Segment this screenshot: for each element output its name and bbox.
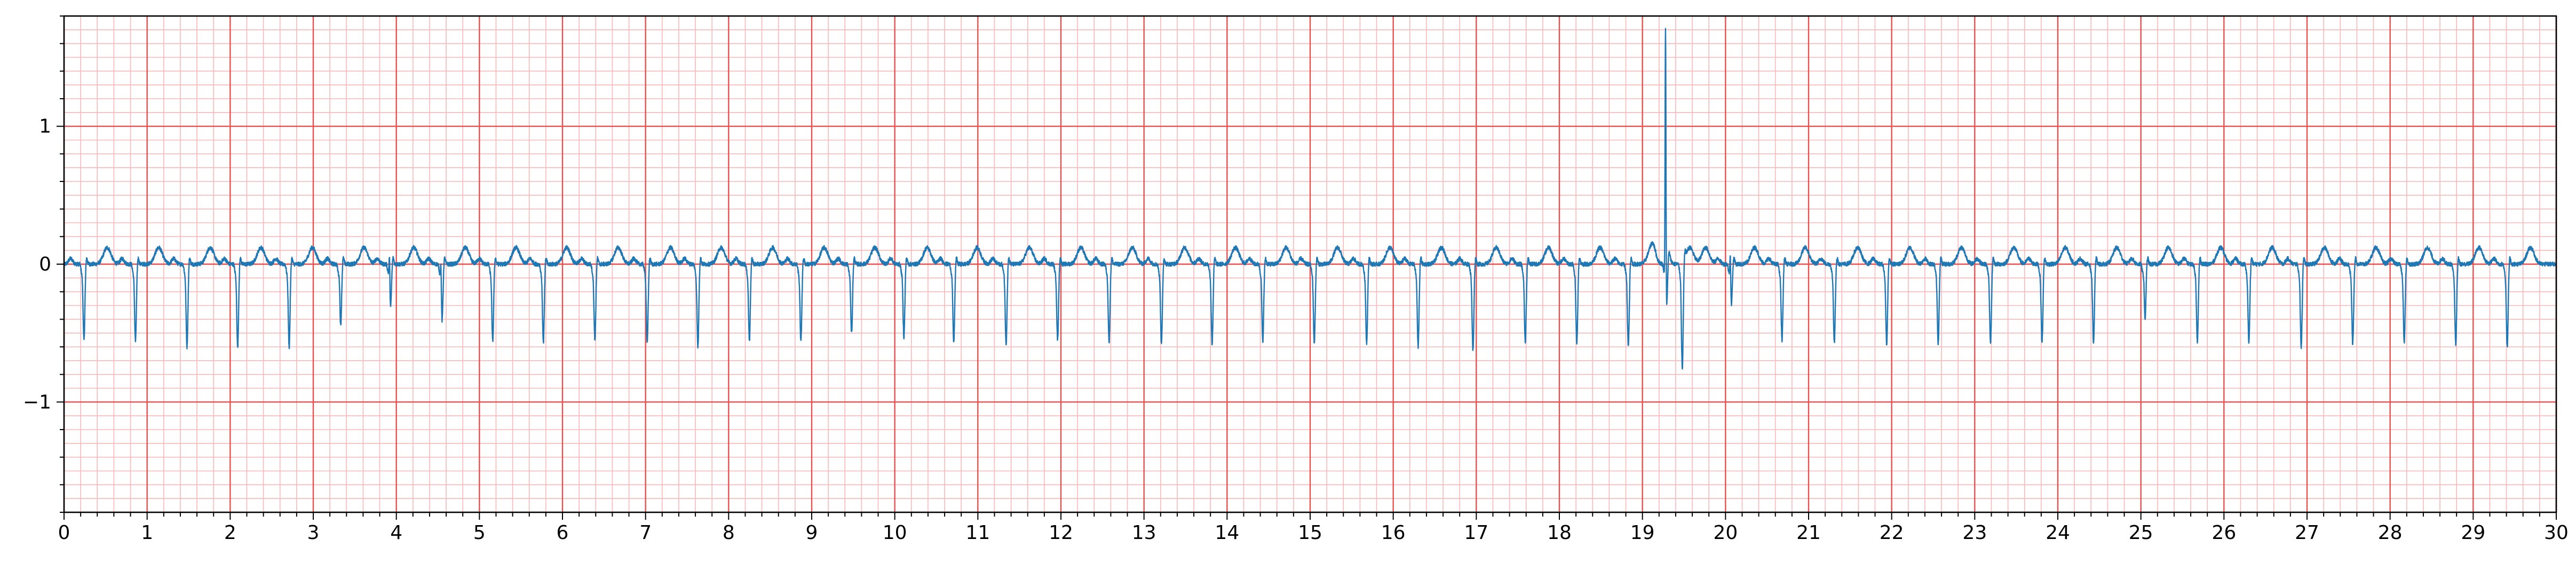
x-tick-label: 15 — [1298, 522, 1322, 544]
x-axis-ticks: 0 1 2 3 4 5 6 7 8 9 10 11 12 13 14 15 16 17 18 19 20 21 22 23 24… — [58, 512, 2569, 544]
x-tick-label: 7 — [639, 522, 652, 544]
x-tick-label: 3 — [307, 522, 320, 544]
y-tick-label: 1 — [39, 116, 51, 138]
x-tick-label: 14 — [1215, 522, 1239, 544]
x-tick-label: 6 — [557, 522, 569, 544]
y-axis-ticks: −1 0 1 — [23, 15, 64, 513]
x-tick-label: 9 — [806, 522, 818, 544]
ecg-trace-layer — [64, 28, 2556, 370]
x-tick-label: 11 — [965, 522, 990, 544]
x-tick-label: 8 — [723, 522, 735, 544]
x-tick-label: 20 — [1713, 522, 1738, 544]
x-tick-label: 17 — [1464, 522, 1488, 544]
x-tick-label: 4 — [390, 522, 402, 544]
x-tick-label: 0 — [58, 522, 70, 544]
x-tick-label: 12 — [1049, 522, 1073, 544]
y-tick-label: −1 — [23, 391, 51, 413]
x-tick-label: 25 — [2129, 522, 2153, 544]
x-tick-label: 24 — [2046, 522, 2070, 544]
x-tick-label: 22 — [1880, 522, 1904, 544]
x-tick-label: 18 — [1547, 522, 1572, 544]
x-tick-label: 16 — [1381, 522, 1406, 544]
x-tick-label: 2 — [224, 522, 236, 544]
x-tick-label: 19 — [1630, 522, 1655, 544]
x-tick-label: 28 — [2378, 522, 2403, 544]
x-tick-label: 21 — [1796, 522, 1821, 544]
ecg-trace-line — [64, 28, 2556, 370]
x-tick-label: 5 — [473, 522, 486, 544]
x-tick-label: 30 — [2544, 522, 2569, 544]
x-tick-label: 13 — [1132, 522, 1156, 544]
x-tick-label: 23 — [1962, 522, 1987, 544]
x-tick-label: 10 — [883, 522, 907, 544]
x-tick-label: 1 — [141, 522, 153, 544]
x-tick-label: 26 — [2212, 522, 2236, 544]
x-tick-label: 29 — [2461, 522, 2485, 544]
y-tick-label: 0 — [39, 253, 51, 275]
x-tick-label: 27 — [2295, 522, 2319, 544]
